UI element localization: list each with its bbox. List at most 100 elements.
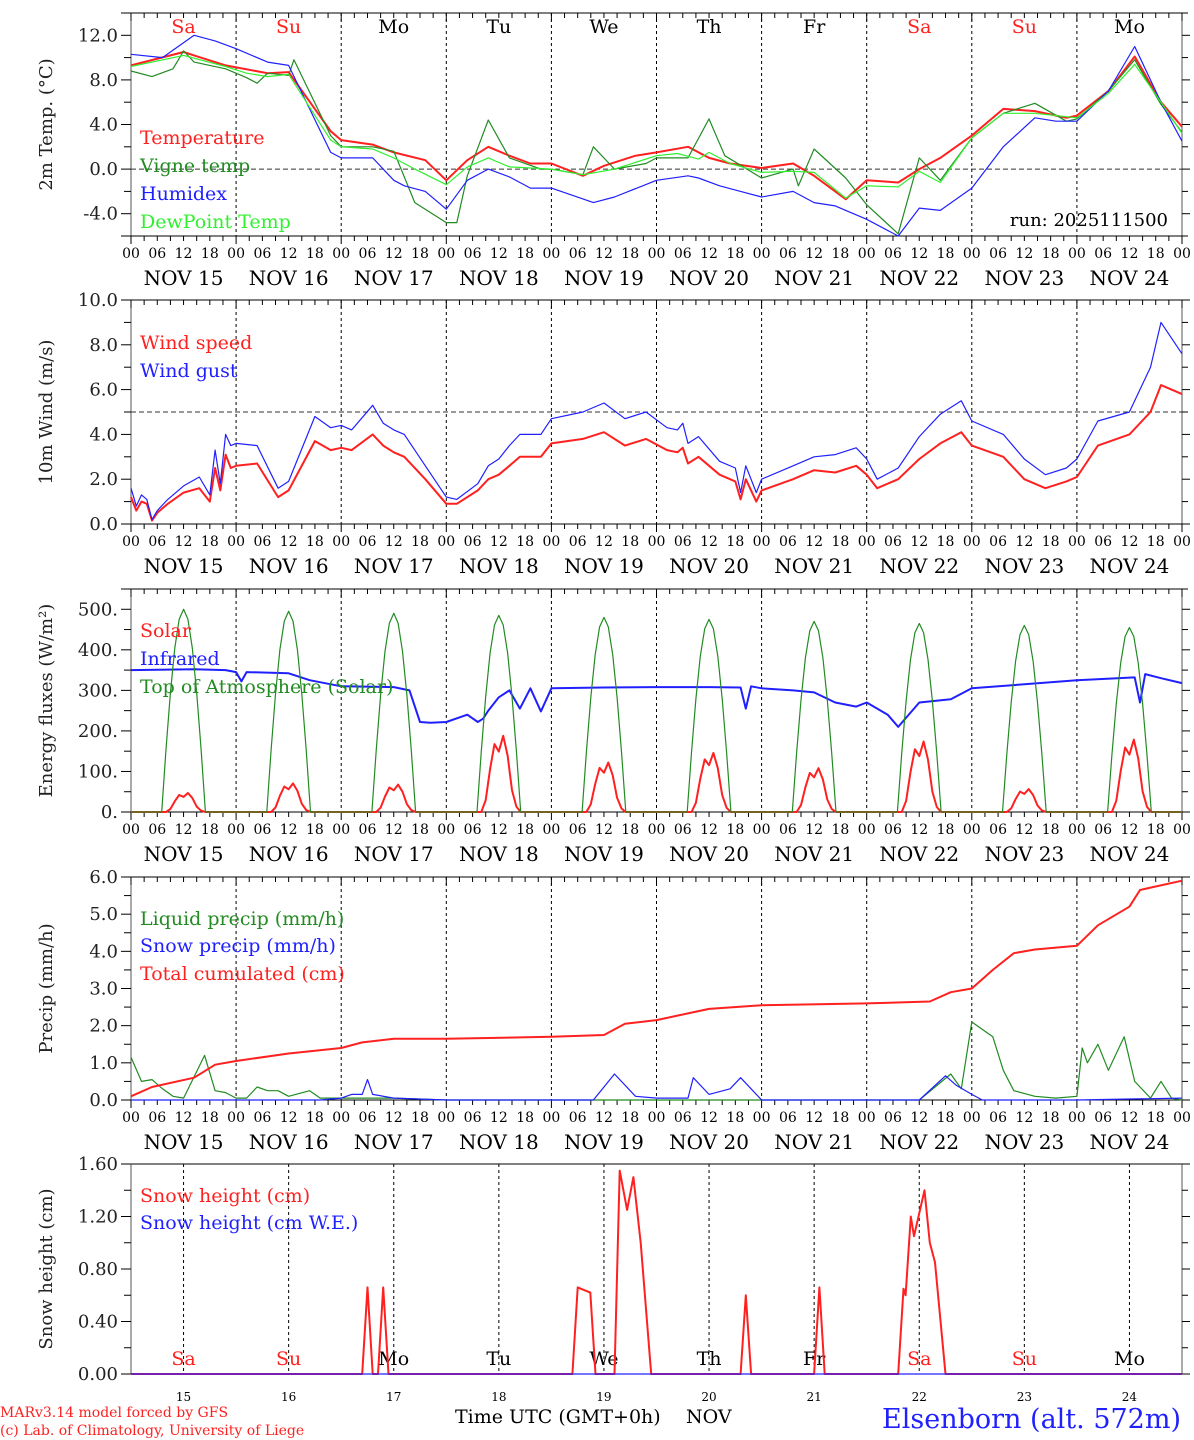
x-axis-label: Time UTC (GMT+0h)	[455, 1406, 661, 1428]
x-day-label: NOV 19	[564, 266, 644, 290]
y-tick-label: 0.40	[78, 1312, 118, 1333]
y-axis-label: Precip (mm/h)	[36, 923, 57, 1053]
y-tick-label: 500.	[78, 599, 118, 620]
x-hour-label: 06	[1094, 822, 1112, 838]
series-line-top-of-atmosphere-solar-	[131, 608, 1182, 813]
x-hour-label: 18	[306, 534, 324, 550]
x-hour-label: 06	[253, 246, 271, 262]
x-day-number: 20	[701, 1390, 716, 1404]
y-axis-label: Energy fluxes (W/m²)	[36, 604, 57, 798]
x-hour-label: 06	[884, 822, 902, 838]
y-tick-label: 0.0	[89, 159, 118, 180]
x-hour-label: 12	[1121, 1110, 1139, 1126]
x-day-label: NOV 16	[249, 266, 329, 290]
x-hour-label: 00	[1173, 1110, 1191, 1126]
x-hour-label: 12	[595, 246, 613, 262]
y-tick-label: 0.00	[78, 1364, 118, 1385]
x-hour-label: 12	[385, 1110, 403, 1126]
x-day-label: NOV 21	[774, 842, 854, 866]
x-day-label: NOV 23	[984, 266, 1064, 290]
x-hour-label: 18	[1042, 534, 1060, 550]
x-day-label: NOV 19	[564, 1130, 644, 1154]
x-hour-label: 12	[595, 822, 613, 838]
series-line-infrared	[130, 668, 1183, 728]
x-day-label: NOV 16	[249, 1130, 329, 1154]
legend-entry: DewPoint Temp	[140, 211, 291, 233]
x-hour-label: 00	[753, 534, 771, 550]
x-hour-label: 12	[1121, 246, 1139, 262]
x-hour-label: 06	[464, 246, 482, 262]
x-day-label: NOV 17	[354, 266, 434, 290]
x-hour-label: 06	[464, 534, 482, 550]
x-hour-label: 12	[1015, 1110, 1033, 1126]
x-hour-label: 06	[884, 534, 902, 550]
x-hour-label: 18	[306, 822, 324, 838]
x-hour-label: 12	[910, 246, 928, 262]
x-day-label: NOV 22	[879, 842, 959, 866]
x-hour-label: 18	[937, 534, 955, 550]
x-hour-label: 12	[280, 822, 298, 838]
x-hour-label: 06	[779, 534, 797, 550]
x-hour-label: 00	[122, 1110, 140, 1126]
legend-entry: Total cumulated (cm)	[140, 963, 345, 985]
x-day-label: NOV 22	[879, 1130, 959, 1154]
x-hour-label: 06	[884, 1110, 902, 1126]
legend-entry: Snow precip (mm/h)	[140, 935, 336, 957]
x-hour-label: 12	[490, 534, 508, 550]
y-tick-label: 2.0	[89, 469, 118, 490]
x-hour-label: 00	[858, 534, 876, 550]
x-hour-label: 00	[1068, 534, 1086, 550]
x-hour-label: 18	[937, 822, 955, 838]
x-day-number: 23	[1017, 1390, 1032, 1404]
x-hour-label: 00	[122, 246, 140, 262]
panel-4: 6.0 5.0 4.0 3.0 2.0 1.0 0.0 Precip (mm/h) 00 06 12…	[36, 867, 1191, 1154]
x-day-label: NOV 24	[1090, 1130, 1170, 1154]
x-hour-label: 00	[963, 822, 981, 838]
y-axis-label: Snow height (cm)	[36, 1188, 57, 1349]
x-hour-label: 18	[1147, 246, 1165, 262]
x-day-label: NOV 15	[144, 842, 224, 866]
x-hour-label: 06	[779, 1110, 797, 1126]
x-day-label: NOV 17	[354, 842, 434, 866]
x-hour-label: 18	[1147, 822, 1165, 838]
x-hour-label: 06	[253, 1110, 271, 1126]
x-hour-label: 06	[674, 246, 692, 262]
x-hour-label: 18	[726, 534, 744, 550]
x-day-number: 19	[596, 1390, 611, 1404]
x-hour-label: 12	[385, 534, 403, 550]
x-day-label: NOV 18	[459, 1130, 539, 1154]
y-tick-label: 4.0	[89, 424, 118, 445]
y-tick-label: 4.0	[89, 941, 118, 962]
x-hour-label: 00	[858, 246, 876, 262]
x-day-number: 17	[386, 1390, 401, 1404]
x-hour-label: 00	[227, 822, 245, 838]
y-tick-label: 12.0	[78, 25, 118, 46]
x-hour-label: 00	[648, 246, 666, 262]
x-hour-label: 12	[1121, 822, 1139, 838]
x-hour-label: 18	[1042, 1110, 1060, 1126]
x-hour-label: 06	[779, 822, 797, 838]
x-hour-label: 06	[148, 534, 166, 550]
x-hour-label: 06	[253, 534, 271, 550]
y-tick-label: 1.0	[89, 1053, 118, 1074]
x-hour-label: 00	[542, 822, 560, 838]
x-hour-label: 00	[858, 1110, 876, 1126]
x-hour-label: 18	[411, 534, 429, 550]
x-hour-label: 18	[832, 534, 850, 550]
weekday-label: Mo	[1114, 16, 1145, 38]
x-day-number: 15	[176, 1390, 191, 1404]
x-day-label: NOV 15	[144, 266, 224, 290]
y-tick-label: 4.0	[89, 115, 118, 136]
weekday-label: We	[589, 1348, 618, 1370]
x-hour-label: 12	[595, 1110, 613, 1126]
x-hour-label: 00	[753, 822, 771, 838]
x-hour-label: 12	[805, 246, 823, 262]
y-tick-label: -4.0	[83, 204, 118, 225]
x-hour-label: 00	[648, 822, 666, 838]
run-label: run: 2025111500	[1010, 210, 1168, 231]
weekday-label: Mo	[378, 1348, 409, 1370]
x-hour-label: 00	[332, 1110, 350, 1126]
x-hour-label: 18	[201, 246, 219, 262]
x-day-number: 18	[491, 1390, 506, 1404]
x-day-label: NOV 18	[459, 266, 539, 290]
